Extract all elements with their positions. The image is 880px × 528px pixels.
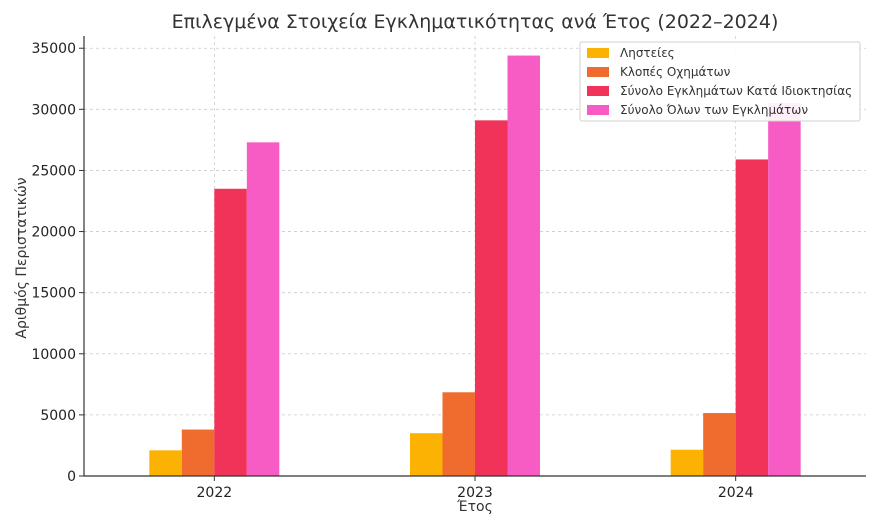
y-tick-label: 25000 — [31, 163, 76, 179]
bar — [181, 429, 215, 476]
x-tick-label: 2024 — [718, 485, 754, 501]
x-tick-label: 2022 — [197, 485, 233, 501]
y-tick-label: 15000 — [31, 286, 76, 302]
bar — [507, 55, 540, 477]
bar — [735, 159, 769, 476]
bar — [703, 413, 736, 476]
chart-title: Επιλεγμένα Στοιχεία Εγκληματικότητας ανά… — [172, 11, 779, 33]
legend-swatch — [587, 86, 609, 96]
legend-label: Ληστείες — [620, 46, 675, 60]
bar — [670, 449, 704, 476]
legend-label: Σύνολο Εγκλημάτων Κατά Ιδιοκτησίας — [620, 84, 852, 98]
x-ticks: 2022 2023 2024 — [197, 476, 754, 501]
y-axis-label: Αριθμός Περιστατικών — [14, 177, 30, 338]
bar — [246, 142, 280, 477]
legend-swatch — [587, 67, 609, 77]
legend-box — [579, 41, 861, 122]
y-tick-label: 10000 — [31, 347, 76, 363]
bar — [410, 433, 443, 476]
legend-swatch — [587, 48, 609, 58]
legend-label: Σύνολο Όλων των Εγκλημάτων — [620, 103, 808, 117]
x-tick-label: 2023 — [457, 485, 493, 501]
legend: Ληστείες Κλοπές Οχημάτων Σύνολο Εγκλημάτων… — [579, 41, 861, 122]
y-tick-label: 30000 — [31, 102, 76, 118]
bar — [768, 103, 801, 476]
bar — [442, 392, 475, 476]
bar — [149, 450, 182, 476]
x-axis-label: Έτος — [456, 499, 493, 515]
y-tick-label: 20000 — [31, 225, 76, 241]
legend-swatch — [587, 105, 609, 115]
y-tick-label: 0 — [67, 469, 76, 485]
bars — [149, 55, 801, 477]
y-tick-label: 5000 — [40, 408, 76, 424]
y-tick-label: 35000 — [31, 41, 76, 57]
legend-label: Κλοπές Οχημάτων — [620, 65, 731, 79]
bar — [475, 120, 508, 476]
y-ticks: 0 5000 10000 15000 20000 25000 30000 35000 — [31, 41, 84, 485]
bar — [214, 188, 247, 476]
